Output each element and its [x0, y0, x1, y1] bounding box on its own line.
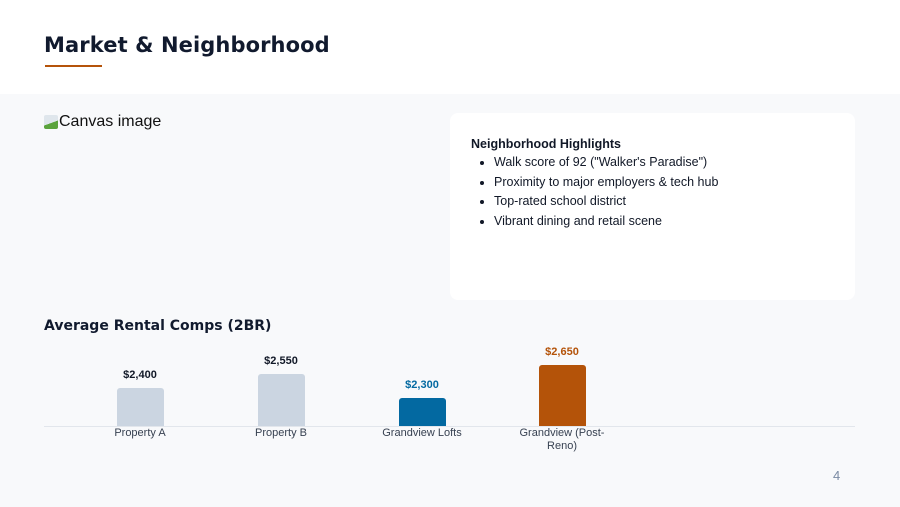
bar-group-grandview-post-reno: $2,650 Grandview (Post-Reno) — [492, 335, 632, 460]
canvas-image-placeholder: Canvas image — [44, 113, 161, 131]
bar-category-label: Property A — [114, 427, 166, 439]
bar-value-label: $2,300 — [405, 379, 439, 391]
highlights-list: Walk score of 92 ("Walker's Paradise") P… — [471, 153, 718, 231]
neighborhood-highlights-card: Neighborhood Highlights Walk score of 92… — [450, 113, 855, 300]
highlight-item: Top-rated school district — [494, 192, 718, 212]
highlight-item: Vibrant dining and retail scene — [494, 212, 718, 232]
image-alt-text: Canvas image — [59, 113, 162, 130]
bar-value-label: $2,400 — [123, 369, 157, 381]
bar-grandview-lofts — [399, 398, 446, 426]
chart-title: Average Rental Comps (2BR) — [44, 318, 272, 334]
page-number: 4 — [833, 468, 841, 483]
broken-image-icon — [44, 115, 58, 129]
highlight-item: Proximity to major employers & tech hub — [494, 173, 718, 193]
page-title: Market & Neighborhood — [44, 33, 330, 57]
title-accent-underline — [45, 65, 102, 67]
highlight-item: Walk score of 92 ("Walker's Paradise") — [494, 153, 718, 173]
chart-baseline — [44, 426, 855, 427]
bar-group-property-b: $2,550 Property B — [211, 335, 351, 460]
rental-comps-bar-chart: $2,400 Property A $2,550 Property B $2,3… — [44, 335, 855, 460]
bar-category-label: Grandview Lofts — [382, 427, 462, 439]
bar-group-grandview-lofts: $2,300 Grandview Lofts — [352, 335, 492, 460]
bar-property-b — [258, 374, 305, 426]
bar-value-label: $2,550 — [264, 355, 298, 367]
bar-property-a — [117, 388, 164, 426]
slide-header: Market & Neighborhood — [0, 0, 900, 94]
highlights-title: Neighborhood Highlights — [471, 137, 621, 151]
bar-grandview-post-reno — [539, 365, 586, 426]
bar-group-property-a: $2,400 Property A — [70, 335, 210, 460]
bar-category-label: Grandview (Post-Reno) — [519, 427, 605, 452]
bar-category-label: Property B — [255, 427, 307, 439]
bar-value-label: $2,650 — [545, 346, 579, 358]
